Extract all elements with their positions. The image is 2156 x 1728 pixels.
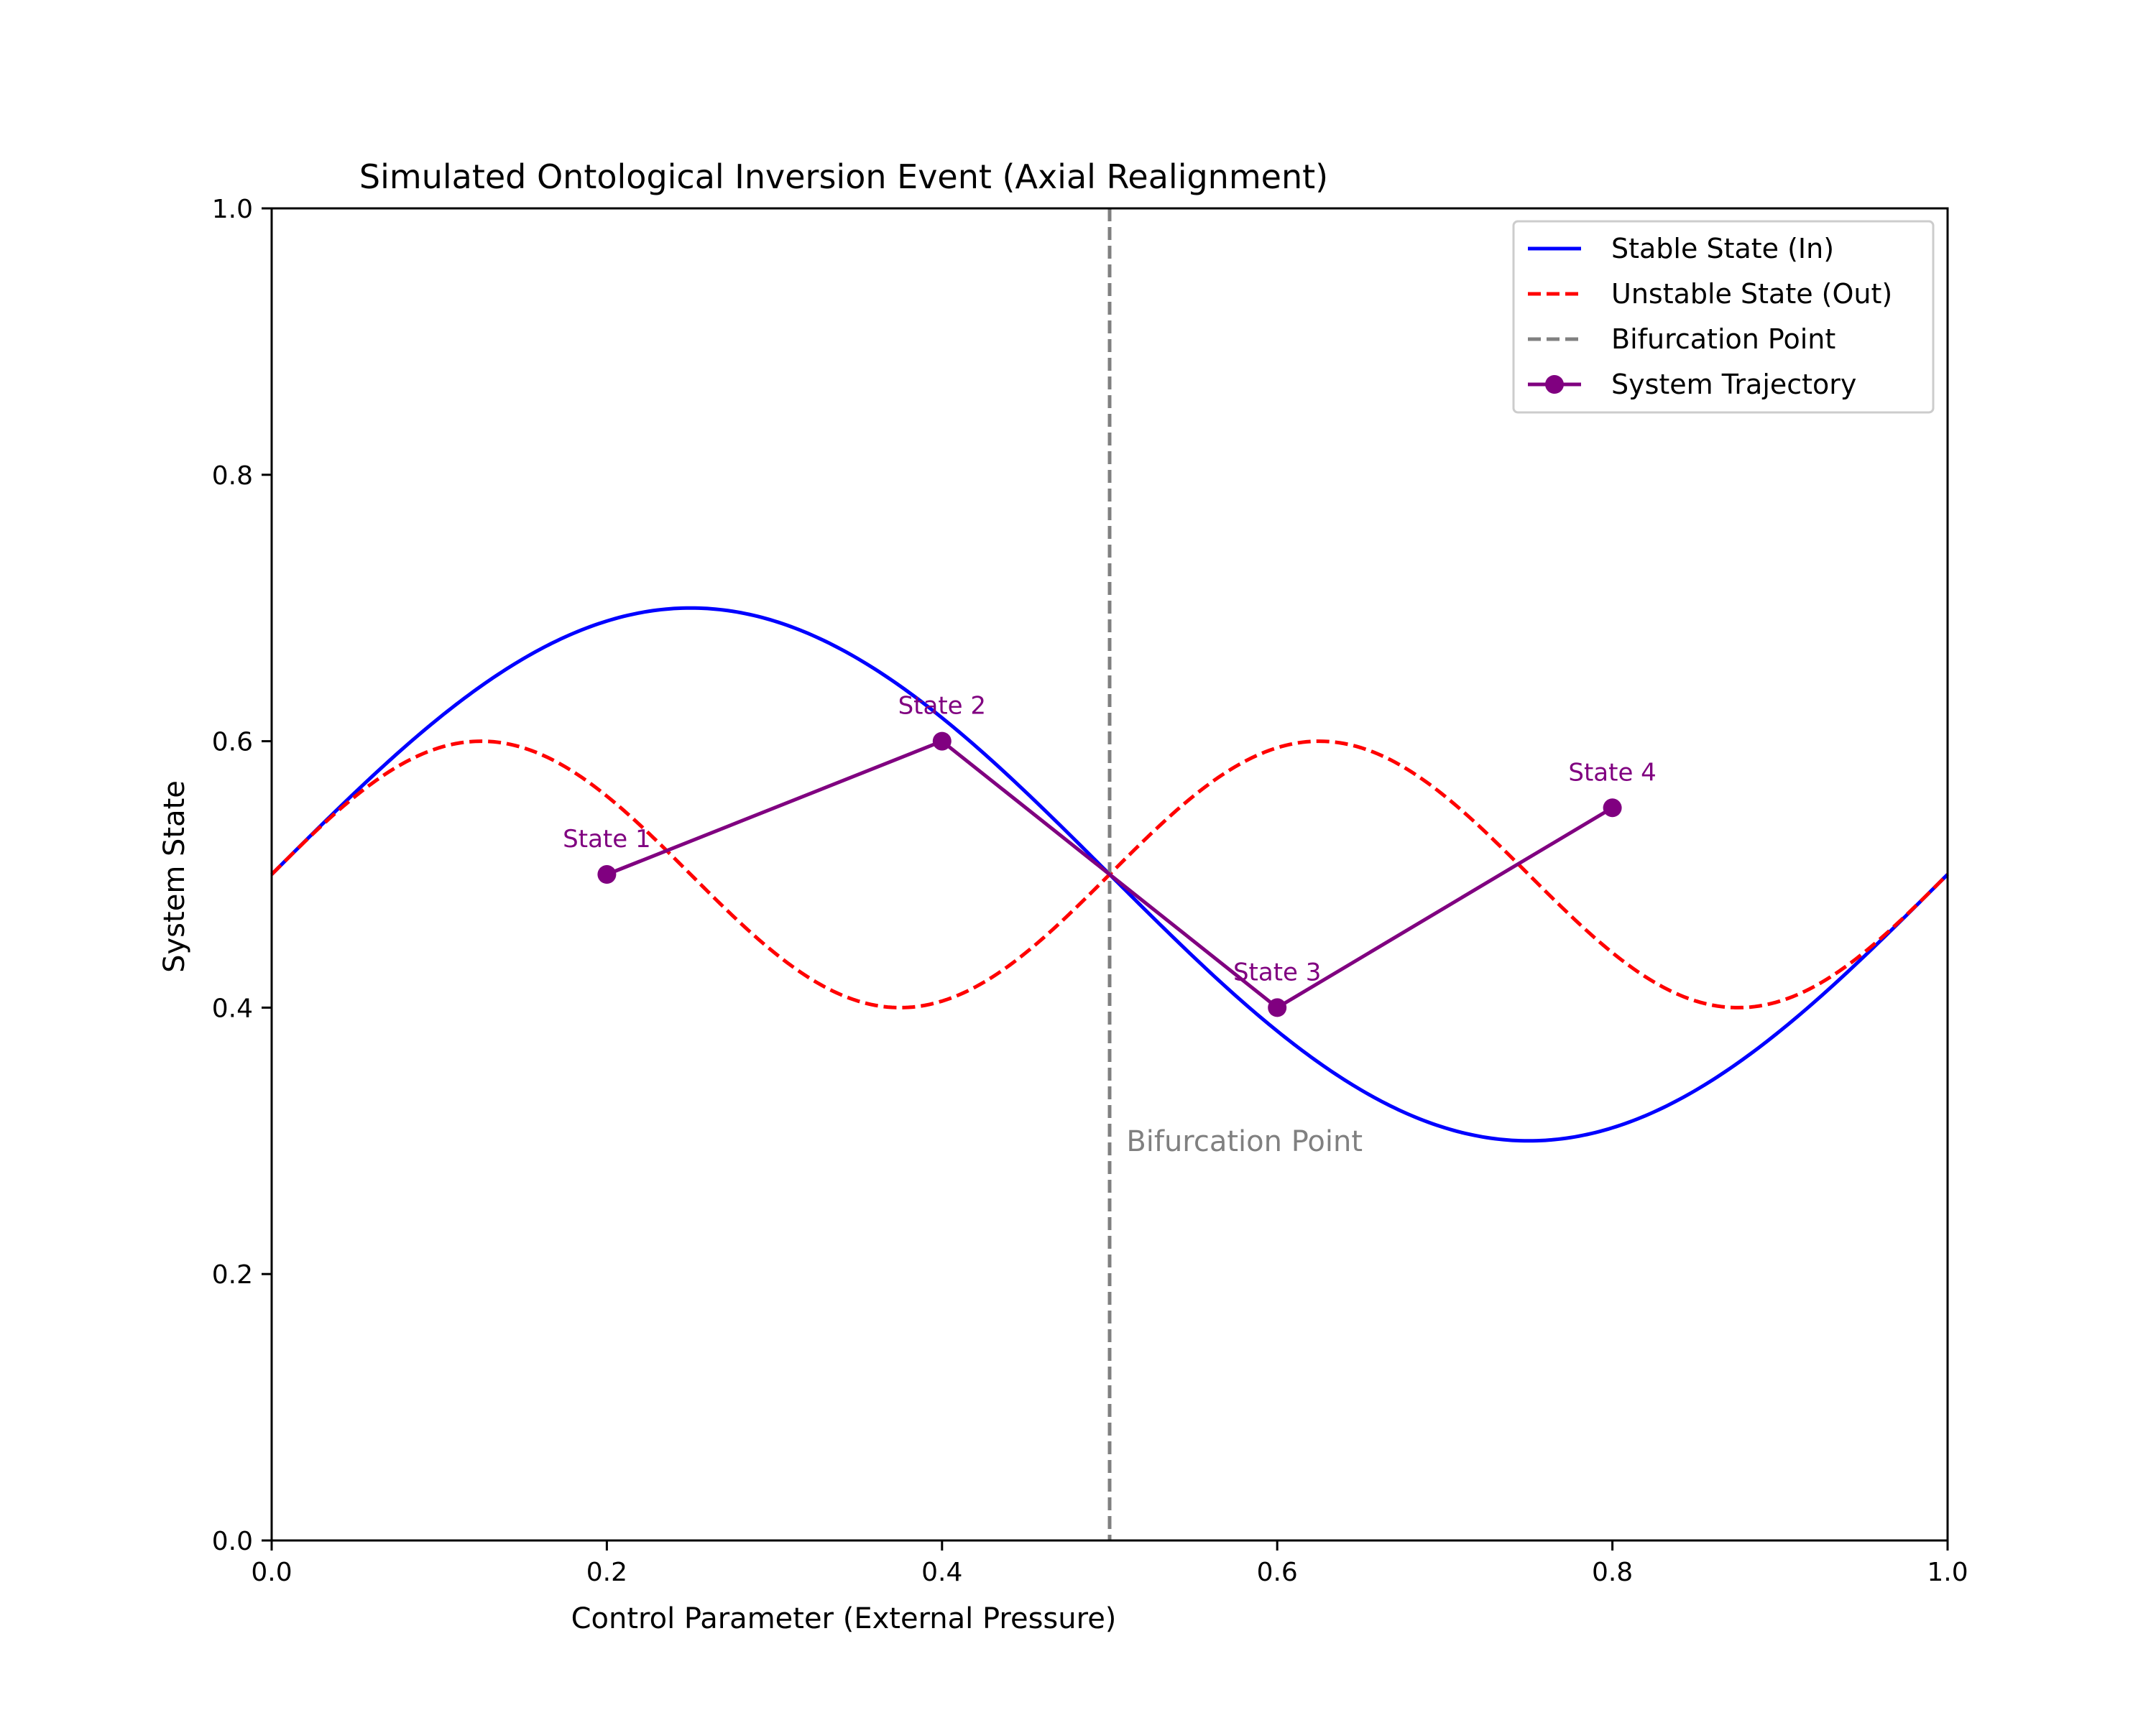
x-tick-label: 0.8 — [1592, 1558, 1633, 1587]
trajectory-marker — [597, 865, 617, 884]
x-tick-label: 0.6 — [1257, 1558, 1298, 1587]
legend: Stable State (In) Unstable State (Out) Bif… — [1512, 220, 1935, 414]
legend-box — [1512, 220, 1935, 414]
axes-frame — [270, 207, 1949, 1542]
x-axis-label: Control Parameter (External Pressure) — [571, 1602, 1117, 1635]
state-label-4: State 4 — [1568, 758, 1656, 787]
x-tick-label: 0.0 — [251, 1558, 292, 1587]
plot-area: State 1 State 2 State 3 State 4 Bifurcation … — [212, 195, 1968, 1587]
y-tick-label: 0.2 — [212, 1260, 253, 1290]
x-tick-label: 0.2 — [586, 1558, 627, 1587]
legend-stable-label: Stable State (In) — [1611, 233, 1834, 264]
legend-trajectory-label: System Trajectory — [1611, 369, 1856, 400]
state-label-3: State 3 — [1233, 958, 1321, 987]
legend-unstable-label: Unstable State (Out) — [1611, 278, 1892, 310]
legend-bifurcation-label: Bifurcation Point — [1611, 323, 1835, 355]
bifurcation-annotation: Bifurcation Point — [1126, 1125, 1363, 1158]
trajectory-marker — [932, 731, 952, 751]
trajectory-marker — [1603, 798, 1622, 818]
state-label-1: State 1 — [563, 825, 650, 854]
x-tick-label: 0.4 — [921, 1558, 962, 1587]
y-tick-label: 1.0 — [212, 195, 253, 224]
state-label-2: State 2 — [898, 692, 986, 721]
y-axis-label: System State — [158, 780, 191, 973]
chart-title: Simulated Ontological Inversion Event (A… — [359, 157, 1328, 196]
y-tick-label: 0.8 — [212, 461, 253, 491]
legend-trajectory-marker — [1545, 375, 1564, 394]
x-tick-label: 1.0 — [1927, 1558, 1968, 1587]
y-tick-label: 0.0 — [212, 1527, 253, 1556]
trajectory-line — [606, 739, 1613, 1010]
y-tick-label: 0.4 — [212, 994, 253, 1023]
y-tick-label: 0.6 — [212, 728, 253, 757]
trajectory-marker — [1268, 998, 1287, 1017]
